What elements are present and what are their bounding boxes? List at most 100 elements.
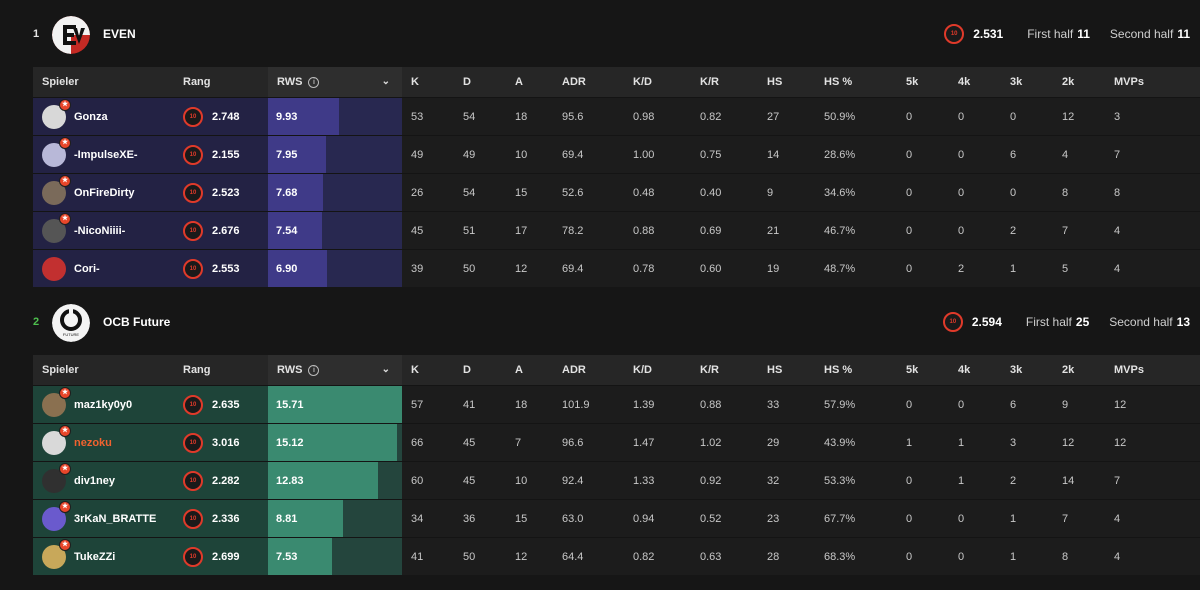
team-name[interactable]: EVEN [103, 27, 136, 41]
stat-3k: 3 [1001, 423, 1053, 462]
player-row[interactable]: ★ -NicoNiiii- 10 2.676 7.54 45 51 17 78.2 0.88 0.6… [33, 211, 1200, 250]
player-cell[interactable]: ★ -NicoNiiii- [33, 211, 174, 250]
column-header-hs[interactable]: HS % [815, 67, 897, 98]
column-header-mvps[interactable]: MVPs [1105, 67, 1200, 98]
avatar[interactable]: ★ [42, 500, 71, 531]
player-cell[interactable]: ★ OnFireDirty [33, 173, 174, 212]
column-header-adr[interactable]: ADR [553, 355, 624, 386]
avatar[interactable] [42, 256, 66, 281]
player-cell[interactable]: ★ -ImpulseXE- [33, 135, 174, 174]
column-header-rws[interactable]: RWS i ⌄ [268, 67, 402, 98]
player-cell[interactable]: Cori- [33, 249, 174, 287]
avatar[interactable]: ★ [42, 462, 71, 493]
elo-value: 2.553 [212, 262, 240, 275]
column-header-3k[interactable]: 3k [1001, 355, 1053, 386]
player-row[interactable]: ★ maz1ky0y0 10 2.635 15.71 57 41 18 101.9 1.39 0.8… [33, 385, 1200, 424]
rank-cell: 10 2.155 [174, 135, 268, 174]
stat-kills: 57 [402, 385, 454, 424]
player-row[interactable]: ★ 3rKaN_BRATTE 10 2.336 8.81 34 36 15 63.0 0.94 0.… [33, 499, 1200, 538]
player-name[interactable]: -NicoNiiii- [74, 224, 126, 237]
stat-adr: 63.0 [553, 499, 624, 538]
avatar[interactable]: ★ [42, 98, 71, 129]
column-header-5k[interactable]: 5k [897, 355, 949, 386]
chevron-down-icon[interactable]: ⌄ [381, 76, 390, 87]
player-row[interactable]: ★ nezoku 10 3.016 15.12 66 45 7 96.6 1.47 1.02 29 43… [33, 423, 1200, 462]
stat-hs-percent: 48.7% [815, 249, 897, 287]
column-header-k-r[interactable]: K/R [691, 355, 758, 386]
player-row[interactable]: ★ div1ney 10 2.282 12.83 60 45 10 92.4 1.33 0.92 32… [33, 461, 1200, 500]
stat-headshots: 33 [758, 385, 815, 424]
column-header-4k[interactable]: 4k [949, 355, 1001, 386]
column-header-adr[interactable]: ADR [553, 67, 624, 98]
player-name[interactable]: TukeZZi [74, 550, 116, 563]
avatar[interactable]: ★ [42, 538, 71, 569]
avatar[interactable]: ★ [42, 136, 71, 167]
column-header-hs[interactable]: HS [758, 355, 815, 386]
avatar[interactable]: ★ [42, 424, 71, 455]
column-header-k-d[interactable]: K/D [624, 67, 691, 98]
column-header-rang[interactable]: Rang [174, 67, 268, 98]
column-header-rws[interactable]: RWS i ⌄ [268, 355, 402, 386]
column-header-k[interactable]: K [402, 67, 454, 98]
chevron-down-icon[interactable]: ⌄ [381, 364, 390, 375]
player-name[interactable]: 3rKaN_BRATTE [74, 512, 157, 525]
avatar[interactable]: ★ [42, 386, 71, 417]
player-row[interactable]: ★ OnFireDirty 10 2.523 7.68 26 54 15 52.6 0.48 0.4… [33, 173, 1200, 212]
player-cell[interactable]: ★ maz1ky0y0 [33, 385, 174, 424]
column-header-k-d[interactable]: K/D [624, 355, 691, 386]
player-cell[interactable]: ★ nezoku [33, 423, 174, 462]
column-header-4k[interactable]: 4k [949, 67, 1001, 98]
rank: 10 2.523 [183, 182, 268, 203]
player: ★ maz1ky0y0 [42, 386, 174, 417]
player-row[interactable]: ★ TukeZZi 10 2.699 7.53 41 50 12 64.4 0.82 0.63 28 6… [33, 537, 1200, 575]
player-cell[interactable]: ★ div1ney [33, 461, 174, 500]
avatar[interactable]: ★ [42, 212, 71, 243]
player: ★ TukeZZi [42, 538, 174, 569]
column-header-k[interactable]: K [402, 355, 454, 386]
stat-headshots: 27 [758, 97, 815, 136]
player-name[interactable]: maz1ky0y0 [74, 398, 133, 411]
avatar[interactable]: ★ [42, 174, 71, 205]
player-name[interactable]: nezoku [74, 436, 112, 449]
column-header-label: 4k [958, 364, 971, 376]
column-header-rang[interactable]: Rang [174, 355, 268, 386]
stat-headshots: 9 [758, 173, 815, 212]
stat-3k: 6 [1001, 385, 1053, 424]
player-row[interactable]: ★ -ImpulseXE- 10 2.155 7.95 49 49 10 69.4 1.00 0.7… [33, 135, 1200, 174]
rws-cell: 8.81 [268, 499, 402, 538]
column-header-hs[interactable]: HS % [815, 355, 897, 386]
player-cell[interactable]: ★ Gonza [33, 97, 174, 136]
stat-kills: 34 [402, 499, 454, 538]
stat-2k: 12 [1053, 423, 1105, 462]
column-header-2k[interactable]: 2k [1053, 355, 1105, 386]
column-header-mvps[interactable]: MVPs [1105, 355, 1200, 386]
team-name[interactable]: OCB Future [103, 315, 171, 329]
column-header-spieler[interactable]: Spieler [33, 355, 174, 386]
player-name[interactable]: div1ney [74, 474, 115, 487]
player-name[interactable]: OnFireDirty [74, 186, 135, 199]
player-name[interactable]: -ImpulseXE- [74, 148, 138, 161]
even-logo-icon[interactable] [52, 16, 90, 54]
column-header-2k[interactable]: 2k [1053, 67, 1105, 98]
stat-deaths: 41 [454, 385, 506, 424]
stat-deaths: 54 [454, 173, 506, 212]
player-cell[interactable]: ★ 3rKaN_BRATTE [33, 499, 174, 538]
column-header-hs[interactable]: HS [758, 67, 815, 98]
column-header-k-r[interactable]: K/R [691, 67, 758, 98]
info-icon[interactable]: i [308, 77, 320, 88]
player-name[interactable]: Cori- [74, 262, 100, 275]
column-header-a[interactable]: A [506, 67, 553, 98]
column-header-3k[interactable]: 3k [1001, 67, 1053, 98]
column-header-spieler[interactable]: Spieler [33, 67, 174, 98]
player-row[interactable]: ★ Gonza 10 2.748 9.93 53 54 18 95.6 0.98 0.82 27 50.… [33, 97, 1200, 136]
column-header-d[interactable]: D [454, 67, 506, 98]
column-header-d[interactable]: D [454, 355, 506, 386]
rws-value: 7.68 [276, 186, 298, 199]
ocb-future-logo-icon[interactable]: FUTURE [52, 304, 90, 342]
player-row[interactable]: Cori- 10 2.553 6.90 39 50 12 69.4 0.78 0.60 19 48.7… [33, 249, 1200, 287]
info-icon[interactable]: i [308, 365, 320, 376]
player-cell[interactable]: ★ TukeZZi [33, 537, 174, 575]
player-name[interactable]: Gonza [74, 110, 108, 123]
column-header-a[interactable]: A [506, 355, 553, 386]
column-header-5k[interactable]: 5k [897, 67, 949, 98]
